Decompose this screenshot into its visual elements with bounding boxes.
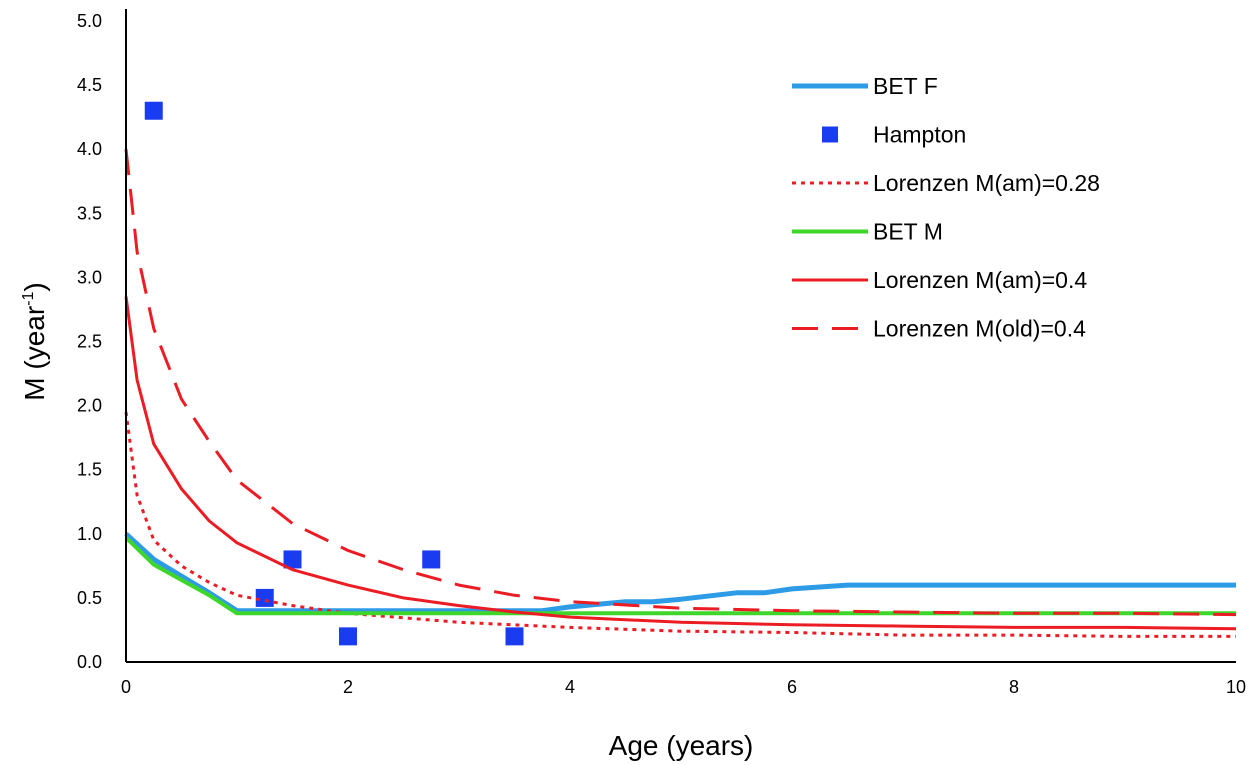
legend: BET F Hampton Lorenzen M(am)=0.28 BET M Lore… <box>792 73 1100 342</box>
data-point <box>422 550 441 569</box>
y-tick-label: 2.5 <box>77 332 102 352</box>
legend-item-lorenzen-m-am-0-28: Lorenzen M(am)=0.28 <box>792 170 1100 196</box>
series-line-bet-f <box>124 531 1236 614</box>
legend-label: BET M <box>873 219 943 245</box>
y-tick-label: 5.0 <box>77 11 102 31</box>
legend-item-bet-f: BET F <box>792 73 938 99</box>
y-tick-labels: 0.0 0.5 1.0 1.5 2.0 2.5 3.0 3.5 4.0 4.5 5.0 <box>77 11 102 672</box>
x-tick-label: 6 <box>787 677 797 697</box>
y-tick-label: 1.0 <box>77 524 102 544</box>
x-tick-labels: 0 2 4 6 8 10 <box>121 677 1246 697</box>
series-line-lorenzen-m-old-0-4 <box>124 149 1237 617</box>
legend-label: Lorenzen M(old)=0.4 <box>873 316 1086 342</box>
x-tick-label: 4 <box>565 677 575 697</box>
x-tick-label: 10 <box>1226 677 1246 697</box>
y-axis-title-sup: -1 <box>20 292 37 306</box>
data-point <box>144 101 163 120</box>
series-hampton <box>144 101 524 646</box>
x-tick-label: 0 <box>121 677 131 697</box>
legend-label: Hampton <box>873 122 966 148</box>
y-axis-title: M (year-1) <box>19 282 50 400</box>
legend-item-lorenzen-m-am-0-4: Lorenzen M(am)=0.4 <box>792 267 1087 293</box>
plot-area: 0 2 4 6 8 10 0.0 0.5 1.0 1.5 2.0 2.5 3.0 3.5 4.0 4.5 5.… <box>77 9 1246 697</box>
data-point <box>339 627 357 646</box>
legend-item-hampton: Hampton <box>822 122 966 148</box>
y-axis-title-close: ) <box>19 282 50 291</box>
legend-label: Lorenzen M(am)=0.4 <box>873 267 1087 293</box>
series-layer <box>124 101 1237 646</box>
legend-label: Lorenzen M(am)=0.28 <box>873 170 1100 196</box>
data-point <box>505 627 524 646</box>
x-tick-label: 8 <box>1009 677 1019 697</box>
y-tick-label: 3.5 <box>77 203 102 223</box>
y-tick-label: 0.5 <box>77 588 102 608</box>
legend-item-bet-m: BET M <box>792 219 943 245</box>
y-tick-label: 1.5 <box>77 460 102 480</box>
y-tick-label: 3.0 <box>77 267 102 287</box>
y-tick-label: 4.5 <box>77 75 102 95</box>
y-tick-label: 2.0 <box>77 396 102 416</box>
series-line-lorenzen-m-am-0-4 <box>124 296 1237 631</box>
y-tick-label: 0.0 <box>77 652 102 672</box>
y-axis-title-main: M (year <box>19 306 50 401</box>
series-line-bet-m <box>124 536 1236 616</box>
legend-label: BET F <box>873 73 938 99</box>
legend-swatch <box>822 126 838 143</box>
x-tick-label: 2 <box>343 677 353 697</box>
legend-item-lorenzen-m-old-0-4: Lorenzen M(old)=0.4 <box>792 316 1086 342</box>
data-point <box>283 550 302 569</box>
y-tick-label: 4.0 <box>77 139 102 159</box>
data-point <box>255 588 274 607</box>
x-axis-title: Age (years) <box>609 730 754 761</box>
series-line-lorenzen-m-am-0-28 <box>124 411 1236 638</box>
